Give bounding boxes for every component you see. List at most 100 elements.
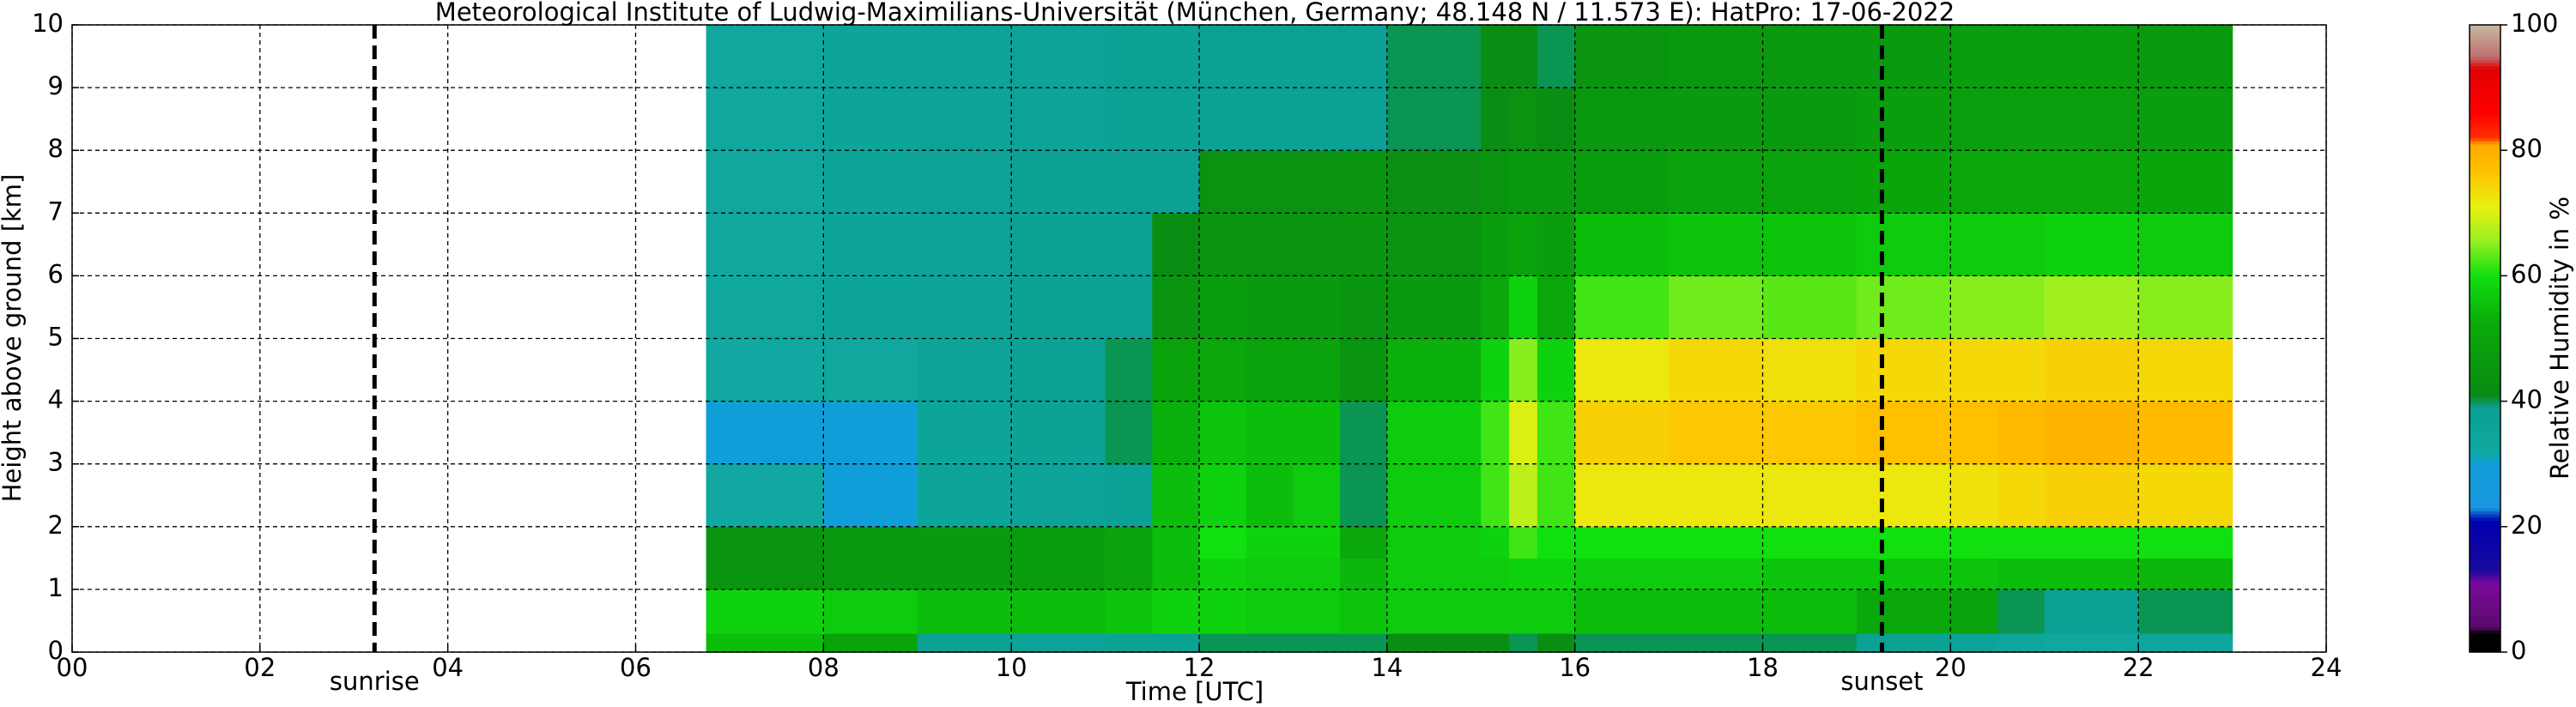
- colorbar-frame: [2469, 24, 2501, 653]
- colorbar-segment: [2470, 388, 2500, 393]
- colorbar-segment: [2470, 558, 2500, 562]
- heatmap-cell: [2044, 338, 2139, 402]
- colorbar-segment: [2470, 561, 2500, 565]
- heatmap-cell: [706, 558, 824, 590]
- annotation-label: sunrise: [330, 667, 420, 696]
- colorbar-segment: [2470, 319, 2500, 323]
- y-tick-label: 10: [32, 9, 64, 38]
- heatmap-cell: [1152, 25, 1200, 88]
- colorbar-segment: [2470, 420, 2500, 424]
- heatmap-cell: [1669, 338, 1764, 402]
- colorbar-segment: [2470, 316, 2500, 321]
- colorbar-segment: [2470, 523, 2500, 528]
- heatmap-cell: [2044, 213, 2139, 276]
- colorbar-segment: [2470, 601, 2500, 606]
- heatmap-cell: [2138, 213, 2234, 276]
- colorbar-segment: [2470, 288, 2500, 293]
- colorbar-segment: [2470, 222, 2500, 227]
- heatmap-cell: [2138, 463, 2234, 528]
- colorbar-segment: [2470, 473, 2500, 477]
- y-tick-label: 7: [48, 196, 64, 226]
- heatmap-cell: [706, 589, 824, 634]
- colorbar-segment: [2470, 636, 2500, 640]
- colorbar-segment: [2470, 281, 2500, 286]
- heatmap-cell: [1293, 88, 1341, 151]
- colorbar-segment: [2470, 310, 2500, 314]
- colorbar-segment: [2470, 253, 2500, 257]
- colorbar-segment: [2470, 219, 2500, 223]
- heatmap-cell: [1537, 213, 1576, 276]
- heatmap-cell: [1246, 275, 1294, 340]
- heatmap-cell: [1762, 589, 1858, 634]
- heatmap-cell: [1152, 463, 1200, 528]
- colorbar-segment: [2470, 479, 2500, 484]
- colorbar-segment: [2470, 432, 2500, 437]
- heatmap-cell: [1481, 275, 1510, 340]
- heatmap-cell: [2138, 25, 2234, 88]
- colorbar-segment: [2470, 542, 2500, 547]
- colorbar-segment: [2470, 52, 2500, 57]
- colorbar-segment: [2470, 435, 2500, 439]
- colorbar-segment: [2470, 548, 2500, 553]
- colorbar-segment: [2470, 141, 2500, 145]
- heatmap-cell: [1481, 558, 1510, 590]
- heatmap-cell: [1762, 633, 1858, 653]
- colorbar-segment: [2470, 486, 2500, 490]
- heatmap-cell: [706, 150, 824, 214]
- heatmap-cell: [1340, 213, 1388, 276]
- x-tick-label: 02: [244, 653, 276, 682]
- heatmap-cell: [1386, 633, 1482, 653]
- heatmap-cell: [1481, 25, 1510, 88]
- colorbar-tick-label: 100: [2511, 9, 2558, 38]
- colorbar-segment: [2470, 407, 2500, 412]
- colorbar-tick-label: 60: [2511, 259, 2543, 288]
- heatmap-cell: [1152, 633, 1200, 653]
- heatmap-cell: [917, 25, 1012, 88]
- colorbar-segment: [2470, 370, 2500, 374]
- colorbar-segment: [2470, 257, 2500, 261]
- colorbar-segment: [2470, 300, 2500, 305]
- heatmap-cell: [1293, 401, 1341, 465]
- heatmap-cell: [706, 275, 824, 340]
- colorbar-segment: [2470, 335, 2500, 339]
- heatmap-cell: [1997, 463, 2046, 528]
- heatmap-cell: [917, 589, 1012, 634]
- heatmap-cell: [706, 463, 824, 528]
- heatmap-cell: [1386, 401, 1482, 465]
- colorbar-segment: [2470, 488, 2500, 493]
- heatmap-cell: [1105, 150, 1153, 214]
- heatmap-cell: [1509, 558, 1538, 590]
- colorbar-segment: [2470, 611, 2500, 615]
- colorbar-segment: [2470, 492, 2500, 496]
- heatmap-cell: [1011, 526, 1106, 559]
- heatmap-cell: [1997, 558, 2046, 590]
- colorbar-segment: [2470, 234, 2500, 239]
- heatmap-cell: [1386, 589, 1482, 634]
- heatmap-cell: [1669, 150, 1764, 214]
- heatmap-cell: [1011, 338, 1106, 402]
- heatmap-cell: [1997, 275, 2046, 340]
- heatmap-cell: [1997, 633, 2046, 653]
- colorbar-segment: [2470, 100, 2500, 104]
- colorbar-segment: [2470, 442, 2500, 446]
- colorbar-segment: [2470, 266, 2500, 270]
- heatmap-cell: [1199, 213, 1247, 276]
- colorbar-segment: [2470, 50, 2500, 54]
- heatmap-cell: [2044, 526, 2139, 559]
- heatmap-cell: [2138, 526, 2234, 559]
- colorbar-segment: [2470, 97, 2500, 101]
- colorbar-segment: [2470, 423, 2500, 427]
- heatmap-cell: [1152, 526, 1200, 559]
- heatmap-cell: [1762, 526, 1858, 559]
- colorbar-segment: [2470, 251, 2500, 255]
- heatmap-cell: [1386, 463, 1482, 528]
- heatmap-cell: [2044, 589, 2139, 634]
- heatmap-cell: [1950, 213, 1998, 276]
- x-tick-label: 00: [57, 653, 88, 682]
- heatmap-cell: [2044, 463, 2139, 528]
- heatmap-cell: [1669, 463, 1764, 528]
- colorbar-segment: [2470, 416, 2500, 421]
- colorbar-label: Relative Humidity in %: [2545, 196, 2574, 480]
- colorbar-segment: [2470, 306, 2500, 311]
- heatmap-cell: [917, 463, 1012, 528]
